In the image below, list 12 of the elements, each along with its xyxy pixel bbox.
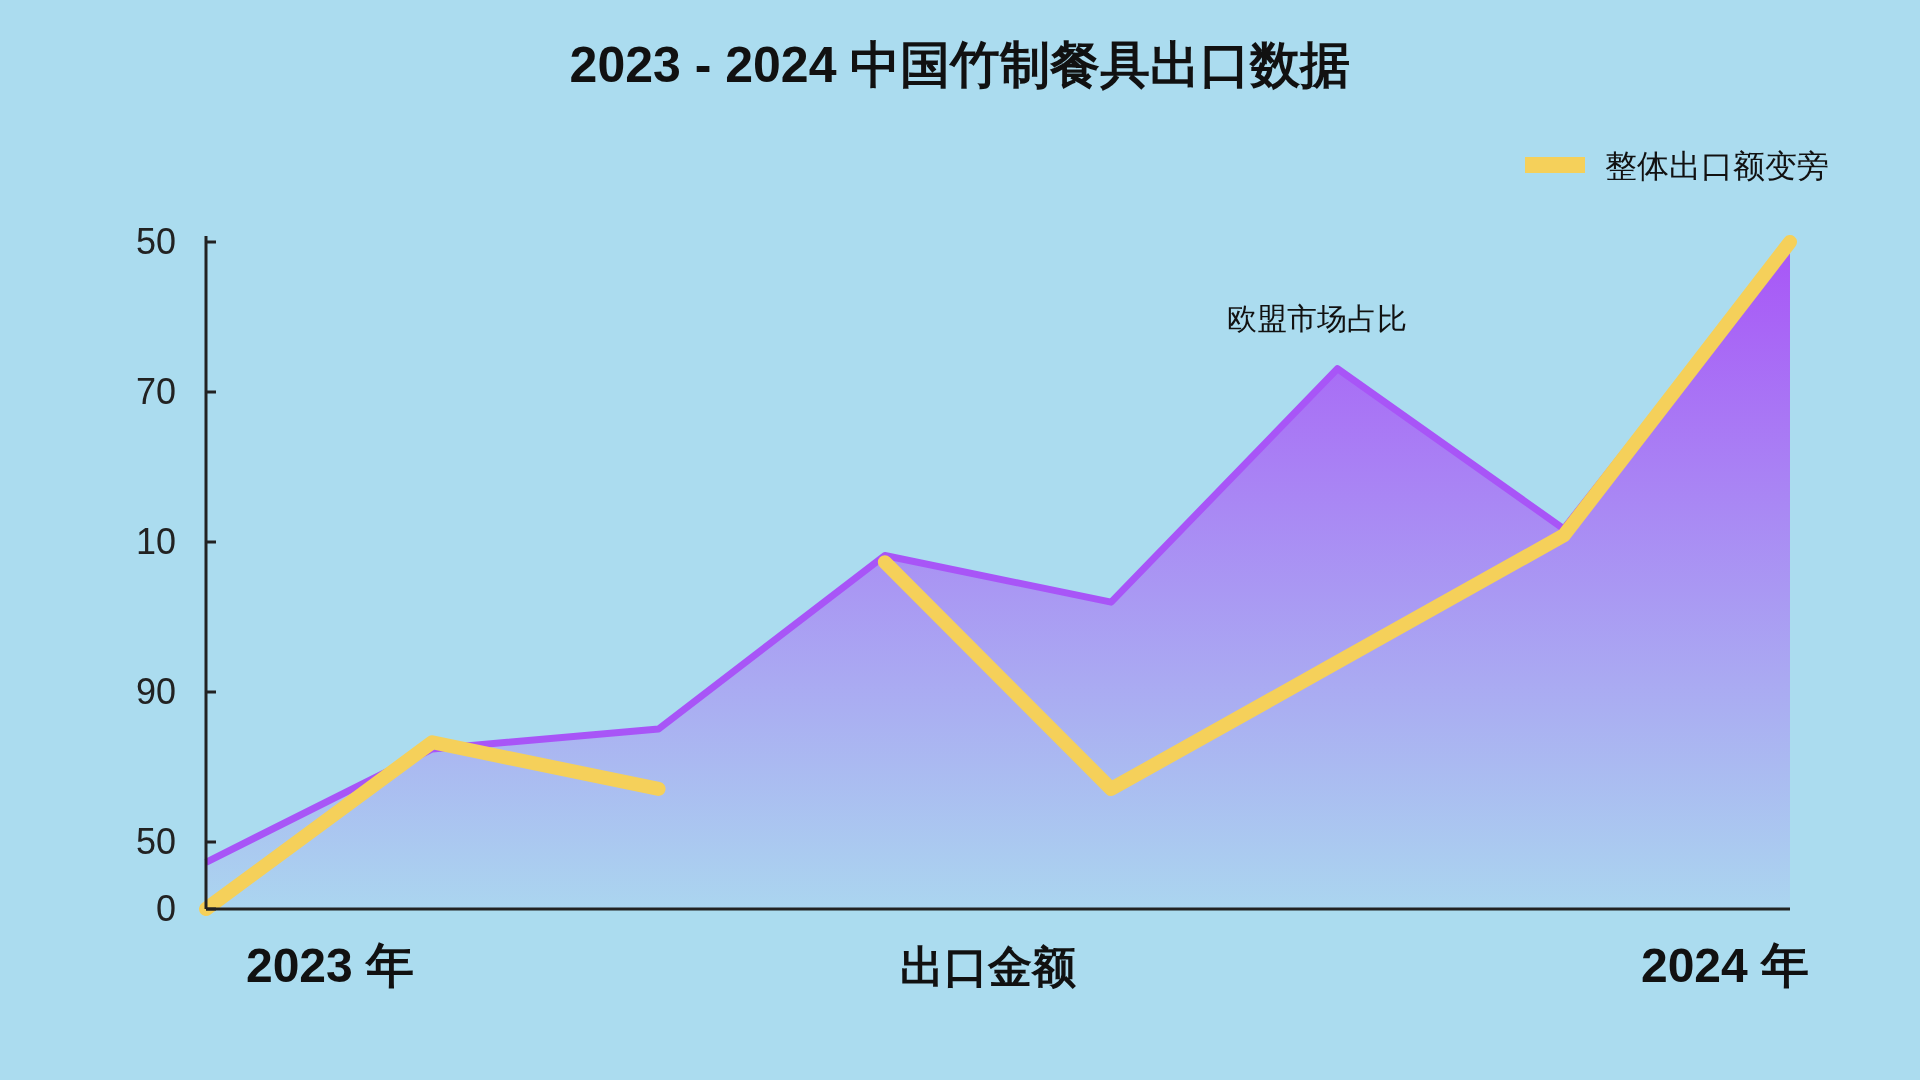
x-axis-title: 出口金额 — [900, 942, 1076, 991]
text: 50 — [135, 821, 176, 862]
legend-label: 整体出口额变旁 — [1605, 148, 1829, 184]
text: 2023 年 — [245, 939, 415, 992]
text: 90 — [135, 671, 176, 712]
text: 70 — [135, 371, 176, 412]
text: 2024 年 — [1640, 939, 1810, 992]
text: 10 — [135, 521, 176, 562]
text: 50 — [135, 221, 176, 262]
series-label: 欧盟市场占比 — [1227, 301, 1408, 335]
chart-title: 2023 - 2024 中国竹制餐具出口数据 — [569, 37, 1351, 93]
text: 0 — [155, 888, 176, 929]
